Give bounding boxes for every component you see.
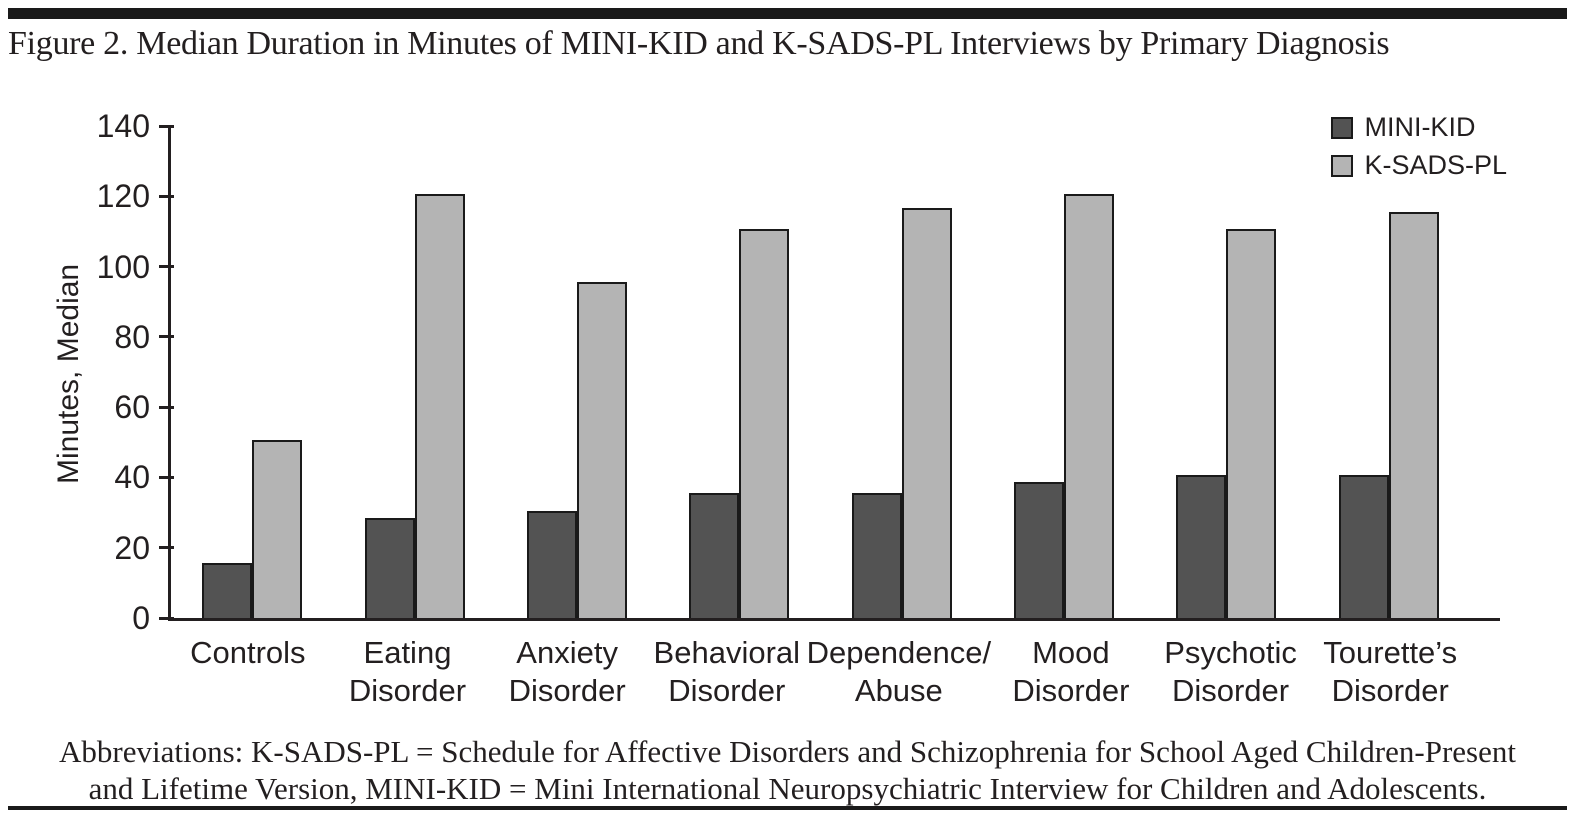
- plot-area: 0 20 40 60 80 100 120 140: [97, 110, 1500, 634]
- x-label-behavioral-disorder: Behavioral Disorder: [653, 635, 801, 708]
- y-tick-mark: [159, 546, 174, 550]
- bar-k-sads-pl-dependence-abuse: [901, 208, 952, 618]
- bar-group-dependence-abuse: [821, 126, 983, 618]
- legend-item-k-sads-pl: K-SADS-PL: [1331, 150, 1507, 181]
- bar-mini-kid-tourette-s-disorder: [1338, 475, 1389, 618]
- legend-label: K-SADS-PL: [1364, 150, 1507, 180]
- abbreviations-line-1: Abbreviations: K-SADS-PL = Schedule for …: [59, 734, 1516, 769]
- bar-group-tourette-s-disorder: [1308, 126, 1470, 618]
- bar-mini-kid-controls: [202, 563, 253, 618]
- legend-label: MINI-KID: [1364, 112, 1476, 142]
- bar-group-mood-disorder: [983, 126, 1145, 618]
- top-rule: [8, 8, 1567, 19]
- bar-mini-kid-behavioral-disorder: [689, 493, 740, 618]
- x-label-psychotic-disorder: Psychotic Disorder: [1164, 635, 1297, 708]
- y-tick-mark: [159, 194, 174, 198]
- bar-groups: [171, 126, 1470, 618]
- x-label-dependence-abuse: Dependence/Abuse: [806, 635, 992, 708]
- abbreviations-line-2: and Lifetime Version, MINI-KID = Mini In…: [88, 771, 1487, 807]
- x-labels: Controls Eating Disorder Anxiety Disorder Beh…: [168, 634, 1500, 710]
- bar-k-sads-pl-tourette-s-disorder: [1388, 211, 1439, 618]
- x-label-controls: Controls: [190, 635, 306, 670]
- x-label-anxiety-disorder: Anxiety Disorder: [508, 635, 626, 708]
- legend-swatch-icon: [1331, 116, 1354, 139]
- bottom-rule: [8, 806, 1567, 810]
- bar-mini-kid-dependence-abuse: [851, 493, 902, 618]
- y-axis-title: Minutes, Median: [52, 263, 85, 484]
- abbreviations: Abbreviations: K-SADS-PL = Schedule for …: [0, 733, 1575, 807]
- x-label-eating-disorder: Eating Disorder: [348, 635, 467, 708]
- bar-mini-kid-psychotic-disorder: [1176, 475, 1227, 618]
- legend-item-mini-kid: MINI-KID: [1331, 112, 1507, 143]
- bar-k-sads-pl-eating-disorder: [414, 194, 465, 618]
- bar-k-sads-pl-mood-disorder: [1064, 194, 1115, 618]
- bar-group-controls: [171, 126, 333, 618]
- bar-k-sads-pl-anxiety-disorder: [576, 282, 627, 618]
- bar-mini-kid-eating-disorder: [364, 517, 415, 618]
- legend-swatch-icon: [1331, 154, 1354, 177]
- bar-mini-kid-mood-disorder: [1014, 482, 1065, 618]
- x-label-tourette-s-disorder: Tourette’s Disorder: [1323, 635, 1458, 708]
- bar-k-sads-pl-behavioral-disorder: [739, 229, 790, 618]
- bar-k-sads-pl-psychotic-disorder: [1226, 229, 1277, 618]
- legend: MINI-KID K-SADS-PL: [1331, 112, 1507, 181]
- bar-mini-kid-anxiety-disorder: [526, 510, 577, 618]
- y-tick-mark: [159, 124, 174, 128]
- x-label-mood-disorder: Mood Disorder: [1012, 635, 1130, 708]
- bar-group-behavioral-disorder: [658, 126, 820, 618]
- bar-group-eating-disorder: [333, 126, 495, 618]
- figure-title: Figure 2. Median Duration in Minutes of …: [8, 25, 1390, 62]
- y-tick-mark: [159, 405, 174, 409]
- bar-group-anxiety-disorder: [496, 126, 658, 618]
- y-tick-mark: [159, 265, 174, 269]
- bar-k-sads-pl-controls: [252, 440, 303, 618]
- bar-group-psychotic-disorder: [1145, 126, 1307, 618]
- y-tick-mark: [159, 616, 174, 620]
- y-tick-mark: [159, 335, 174, 339]
- y-tick-mark: [159, 475, 174, 479]
